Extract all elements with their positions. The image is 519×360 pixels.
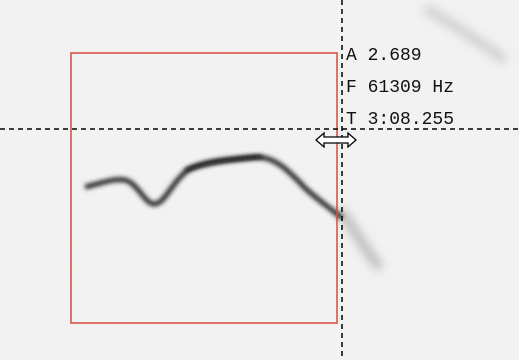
readout-time: T 3:08.255 — [346, 110, 454, 130]
faint-trace — [422, 4, 508, 64]
readout-frequency: F 61309 Hz — [346, 78, 454, 98]
selection-box[interactable] — [70, 52, 338, 324]
readout-amplitude: A 2.689 — [346, 46, 422, 66]
signal-trace-core — [184, 155, 263, 172]
faint-trace — [336, 207, 384, 271]
resize-cursor — [315, 131, 357, 149]
